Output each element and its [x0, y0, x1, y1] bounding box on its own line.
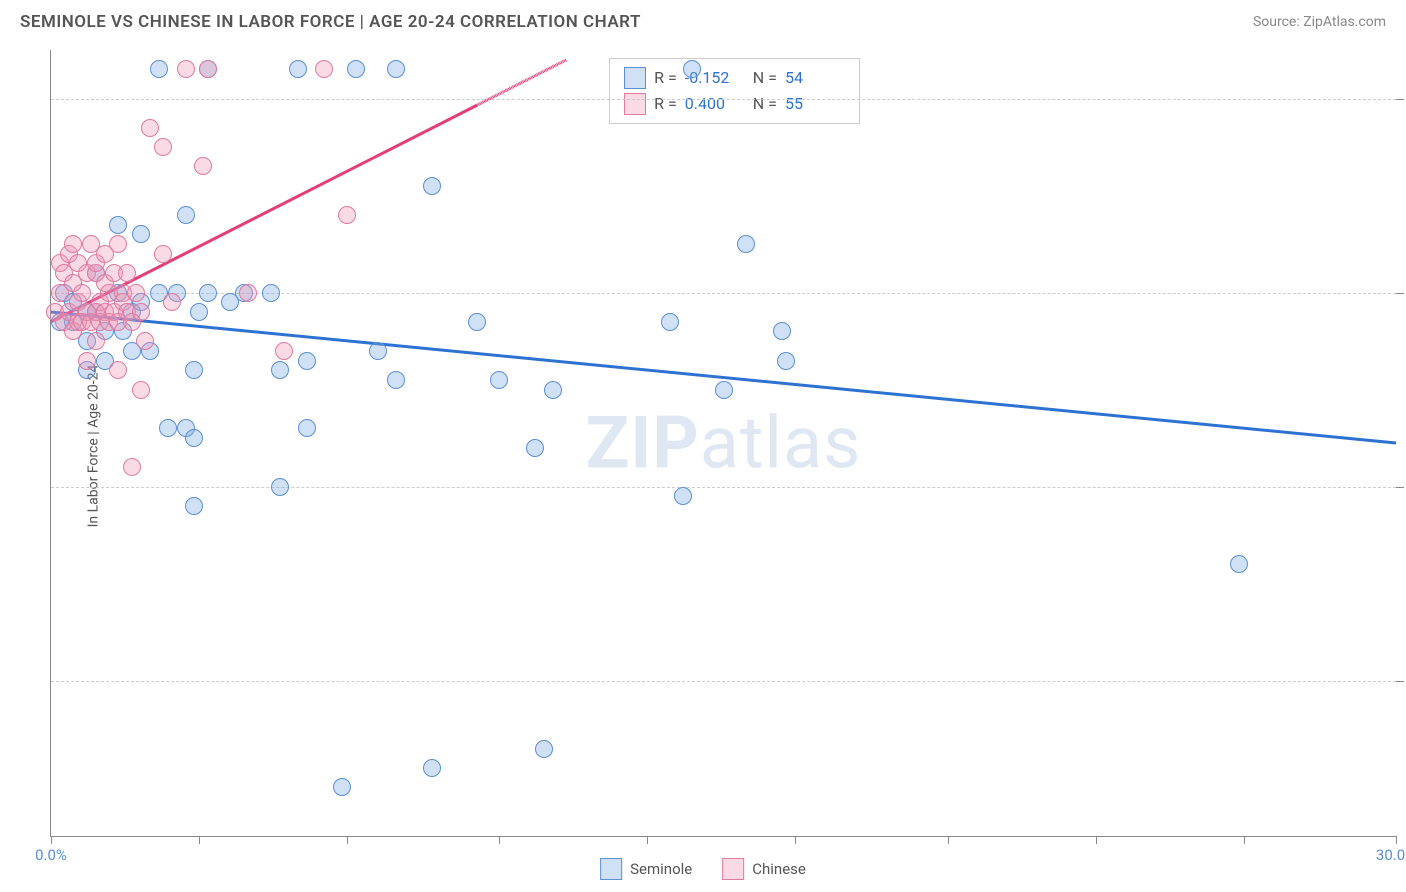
- scatter-point: [289, 60, 307, 78]
- scatter-point: [159, 419, 177, 437]
- scatter-point: [163, 293, 181, 311]
- x-tick: [948, 836, 949, 844]
- legend-item: Chinese: [722, 858, 806, 880]
- scatter-point: [387, 371, 405, 389]
- scatter-point: [154, 138, 172, 156]
- r-value: 0.400: [685, 94, 745, 113]
- scatter-point: [275, 342, 293, 360]
- scatter-point: [87, 332, 105, 350]
- scatter-point: [64, 235, 82, 253]
- scatter-point: [777, 352, 795, 370]
- scatter-point: [123, 458, 141, 476]
- x-tick: [51, 836, 52, 844]
- scatter-point: [468, 313, 486, 331]
- source-label: Source: ZipAtlas.com: [1253, 14, 1386, 30]
- scatter-point: [177, 60, 195, 78]
- scatter-point: [136, 332, 154, 350]
- n-value: 55: [785, 94, 845, 113]
- legend-swatch: [600, 858, 622, 880]
- legend-swatch: [722, 858, 744, 880]
- scatter-point: [347, 60, 365, 78]
- scatter-point: [109, 361, 127, 379]
- scatter-point: [338, 206, 356, 224]
- scatter-point: [423, 177, 441, 195]
- scatter-point: [387, 60, 405, 78]
- scatter-point: [661, 313, 679, 331]
- scatter-point: [298, 352, 316, 370]
- x-tick: [347, 836, 348, 844]
- scatter-point: [185, 429, 203, 447]
- scatter-point: [132, 303, 150, 321]
- gridline: [51, 99, 1396, 100]
- legend-swatch: [624, 93, 646, 115]
- scatter-point: [298, 419, 316, 437]
- scatter-point: [1230, 555, 1248, 573]
- stats-row: R = 0.400 N = 55: [624, 91, 845, 117]
- watermark: ZIPatlas: [586, 401, 862, 486]
- correlation-stats-box: R =-0.152N =54R =0.400N =55: [609, 58, 860, 124]
- legend: Seminole Chinese: [600, 858, 806, 880]
- x-tick: [499, 836, 500, 844]
- scatter-point: [315, 60, 333, 78]
- x-tick-label: 30.0%: [1376, 846, 1406, 864]
- scatter-point: [490, 371, 508, 389]
- x-tick: [1096, 836, 1097, 844]
- scatter-point: [185, 361, 203, 379]
- scatter-point: [194, 157, 212, 175]
- scatter-point: [271, 361, 289, 379]
- n-value: 54: [785, 68, 845, 87]
- n-label: N =: [753, 94, 777, 113]
- scatter-point: [141, 119, 159, 137]
- n-label: N =: [753, 68, 777, 87]
- scatter-point: [73, 284, 91, 302]
- scatter-point: [674, 487, 692, 505]
- scatter-point: [190, 303, 208, 321]
- scatter-point: [239, 284, 257, 302]
- scatter-point: [185, 497, 203, 515]
- scatter-point: [150, 60, 168, 78]
- scatter-point: [199, 284, 217, 302]
- chart-title: SEMINOLE VS CHINESE IN LABOR FORCE | AGE…: [20, 12, 641, 32]
- scatter-point: [544, 381, 562, 399]
- legend-label: Seminole: [630, 860, 692, 878]
- gridline: [51, 487, 1396, 488]
- scatter-point: [177, 206, 195, 224]
- scatter-point: [715, 381, 733, 399]
- r-label: R =: [654, 68, 677, 87]
- scatter-point: [132, 225, 150, 243]
- scatter-point: [773, 322, 791, 340]
- scatter-point: [271, 478, 289, 496]
- scatter-point: [132, 381, 150, 399]
- scatter-point: [199, 60, 217, 78]
- r-label: R =: [654, 94, 677, 113]
- scatter-point: [369, 342, 387, 360]
- scatter-point: [109, 216, 127, 234]
- scatter-point: [154, 245, 172, 263]
- scatter-point: [127, 284, 145, 302]
- scatter-point: [78, 352, 96, 370]
- scatter-point: [423, 759, 441, 777]
- stats-row: R =-0.152N =54: [624, 65, 845, 91]
- scatter-point: [683, 60, 701, 78]
- gridline: [51, 681, 1396, 682]
- scatter-point: [333, 778, 351, 796]
- legend-item: Seminole: [600, 858, 692, 880]
- x-tick-label: 0.0%: [35, 846, 67, 864]
- x-tick: [795, 836, 796, 844]
- x-tick: [1244, 836, 1245, 844]
- x-tick: [647, 836, 648, 844]
- chart-plot-area: ZIPatlas R =-0.152N =54R =0.400N =55 40.…: [50, 50, 1396, 837]
- scatter-point: [109, 235, 127, 253]
- scatter-point: [737, 235, 755, 253]
- scatter-point: [535, 740, 553, 758]
- x-tick: [199, 836, 200, 844]
- scatter-point: [262, 284, 280, 302]
- scatter-point: [526, 439, 544, 457]
- legend-label: Chinese: [752, 860, 806, 878]
- legend-swatch: [624, 67, 646, 89]
- x-tick: [1396, 836, 1397, 844]
- scatter-point: [118, 264, 136, 282]
